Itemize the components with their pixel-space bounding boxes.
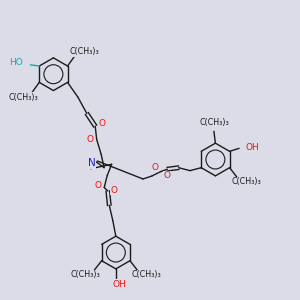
- Text: O: O: [99, 119, 106, 128]
- Text: O: O: [87, 135, 94, 144]
- Text: C(CH₃)₃: C(CH₃)₃: [231, 178, 261, 187]
- Text: C(CH₃)₃: C(CH₃)₃: [70, 271, 100, 280]
- Text: OH: OH: [246, 143, 260, 152]
- Text: C(CH₃)₃: C(CH₃)₃: [131, 271, 161, 280]
- Text: O: O: [164, 171, 171, 180]
- Text: C(CH₃)₃: C(CH₃)₃: [199, 118, 229, 127]
- Text: N: N: [88, 158, 96, 168]
- Text: O: O: [111, 186, 118, 195]
- Text: O: O: [94, 181, 101, 190]
- Text: C(CH₃)₃: C(CH₃)₃: [8, 93, 38, 102]
- Text: C(CH₃)₃: C(CH₃)₃: [69, 47, 99, 56]
- Text: HO: HO: [9, 58, 23, 67]
- Text: OH: OH: [112, 280, 126, 289]
- Text: O: O: [152, 163, 159, 172]
